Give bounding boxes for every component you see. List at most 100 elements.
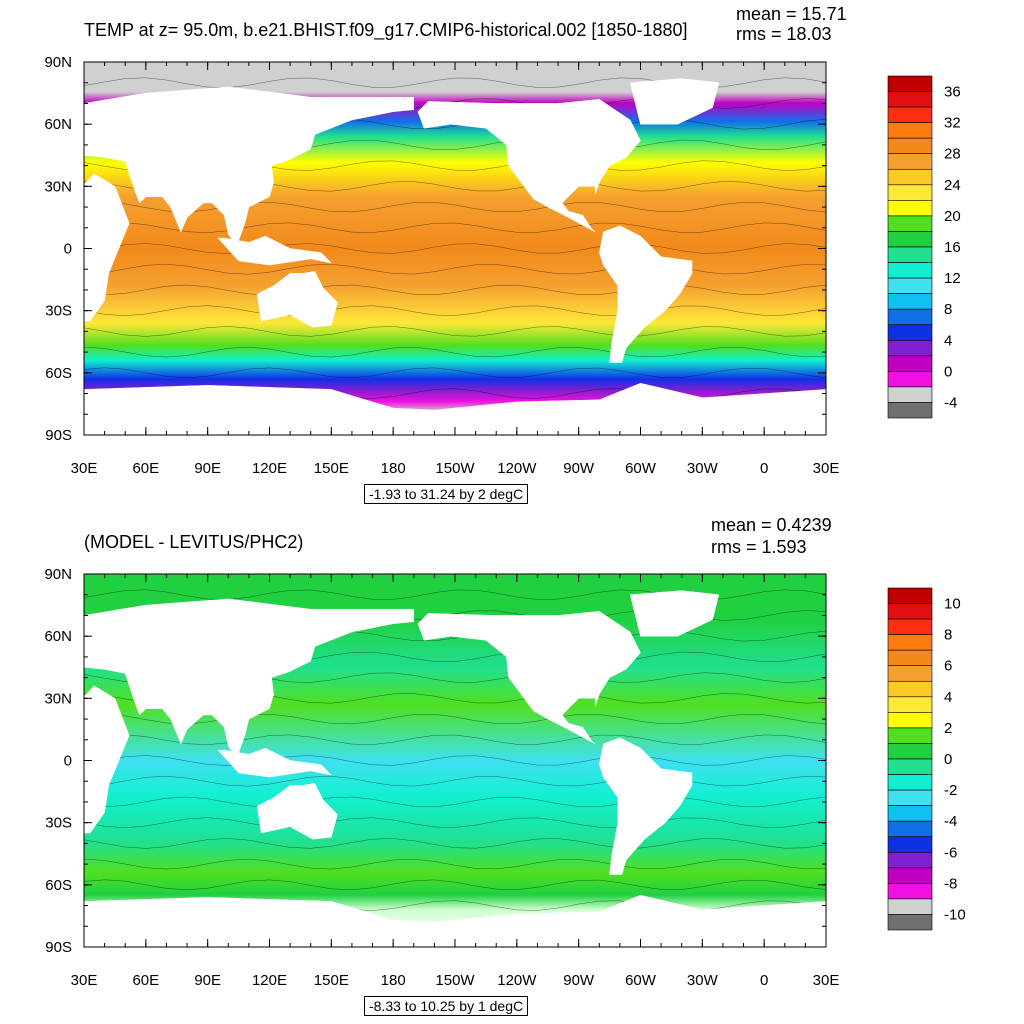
temperature-map: 30E 60E 90E 120E 150E 180 150W 120W 90W 60W 30W 0 30… (44, 54, 961, 477)
landmass-eurasia (84, 598, 415, 759)
colorbar-box (887, 231, 933, 248)
contour-line (84, 346, 826, 358)
mean-label: mean = 0.4239 (711, 515, 832, 535)
colorbar-box (887, 324, 933, 341)
x-tick-label: 180 (381, 460, 406, 477)
colorbar-box (887, 75, 933, 92)
x-tick-label: 150E (314, 460, 349, 477)
colorbar-box (887, 137, 933, 155)
colorbar-box (887, 774, 933, 791)
colorbar-box (887, 696, 933, 713)
colorbar-box (887, 883, 933, 900)
landmass-antarctica (84, 382, 826, 435)
x-tick-label: 0 (760, 972, 768, 989)
x-tick-label: 120E (252, 972, 287, 989)
rms-label: rms = 18.03 (736, 24, 832, 44)
colorbar-box (887, 758, 933, 775)
colorbar-box (887, 215, 933, 232)
y-tick-label: 90S (45, 427, 72, 444)
colorbar-label: 4 (944, 332, 952, 349)
x-tick-label: 90W (563, 972, 595, 989)
y-tick-label: 60S (45, 365, 72, 382)
colorbar-box (887, 153, 933, 170)
y-tick-label: 60N (44, 628, 72, 645)
landmass-maritime (217, 747, 333, 778)
contour-line (84, 263, 826, 275)
y-tick-label: 30S (45, 815, 72, 832)
landmass-antarctica (84, 894, 826, 947)
y-tick-label: 0 (64, 241, 72, 258)
x-tick-label: 60W (625, 460, 657, 477)
colorbar-label: -6 (944, 844, 957, 861)
contour-range-info: -8.33 to 10.25 by 1 degC (364, 996, 529, 1016)
contour-line (84, 858, 826, 870)
colorbar-label: 24 (944, 177, 961, 194)
colorbar-box (887, 277, 933, 294)
colorbar-box (887, 649, 933, 667)
colorbar-box (887, 618, 933, 635)
x-tick-label: 120W (497, 972, 537, 989)
colorbar-box (887, 836, 933, 853)
y-tick-label: 60S (45, 877, 72, 894)
colorbar-label: 12 (944, 270, 961, 287)
x-tick-label: 90E (194, 460, 221, 477)
colorbar-label: -2 (944, 782, 957, 799)
colorbar-box (887, 587, 933, 604)
y-tick-label: 0 (64, 753, 72, 770)
y-tick-label: 90N (44, 566, 72, 583)
difference-map: 30E 60E 90E 120E 150E 180 150W 120W 90W 60W 30W 0 30… (44, 566, 966, 989)
plot-title: (MODEL - LEVITUS/PHC2) (84, 532, 304, 552)
colorbar-box (887, 712, 933, 729)
colorbar-label: -10 (944, 906, 966, 923)
colorbar-box (887, 293, 933, 310)
contour-line (84, 222, 826, 233)
colorbar-box (887, 851, 933, 869)
x-tick-label: 30E (813, 972, 840, 989)
x-tick-label: 180 (381, 972, 406, 989)
x-tick-label: 30E (71, 972, 98, 989)
colorbar-box (887, 308, 933, 326)
contour-line (84, 734, 826, 745)
colorbar-box (887, 122, 933, 139)
contour-range-info: -1.93 to 31.24 by 2 degC (364, 484, 529, 504)
contour-line (84, 367, 826, 379)
colorbar-box (887, 200, 933, 217)
x-tick-label: 0 (760, 460, 768, 477)
contour-line (84, 326, 826, 337)
colorbar-label: -4 (944, 394, 957, 411)
contour-line (84, 796, 826, 808)
colorbar-box (887, 106, 933, 123)
x-tick-label: 30W (687, 972, 719, 989)
colorbar-box (887, 386, 933, 403)
contour-line (84, 755, 826, 766)
landmass-south-america (599, 737, 693, 875)
colorbar-label: 16 (944, 239, 961, 256)
y-tick-label: 90N (44, 54, 72, 71)
contour-line (84, 305, 826, 316)
colorbar-label: 8 (944, 627, 952, 644)
panel-difference: (MODEL - LEVITUS/PHC2) mean = 0.4239 rms… (0, 512, 1024, 1024)
landmass-greenland (629, 590, 720, 637)
contour-line (84, 817, 826, 828)
colorbar-box (887, 914, 933, 931)
colorbar-box (887, 805, 933, 822)
x-tick-label: 90W (563, 460, 595, 477)
colorbar-label: -8 (944, 875, 957, 892)
landmass-eurasia (84, 86, 415, 247)
x-tick-label: 60E (132, 972, 159, 989)
x-tick-label: 30E (813, 460, 840, 477)
landmass-australia (256, 271, 338, 328)
x-tick-label: 150W (435, 972, 475, 989)
colorbar-box (887, 727, 933, 744)
contour-line (84, 879, 826, 891)
contour-line (84, 775, 826, 787)
x-tick-label: 90E (194, 972, 221, 989)
landmass-australia (256, 783, 338, 840)
contour-line (84, 284, 826, 296)
x-tick-label: 150E (314, 972, 349, 989)
panel-temperature: TEMP at z= 95.0m, b.e21.BHIST.f09_g17.CM… (44, 4, 961, 504)
landmass-africa (84, 685, 130, 834)
colorbar-box (887, 867, 933, 884)
colorbar-box (887, 168, 933, 186)
colorbar-box (887, 246, 933, 263)
